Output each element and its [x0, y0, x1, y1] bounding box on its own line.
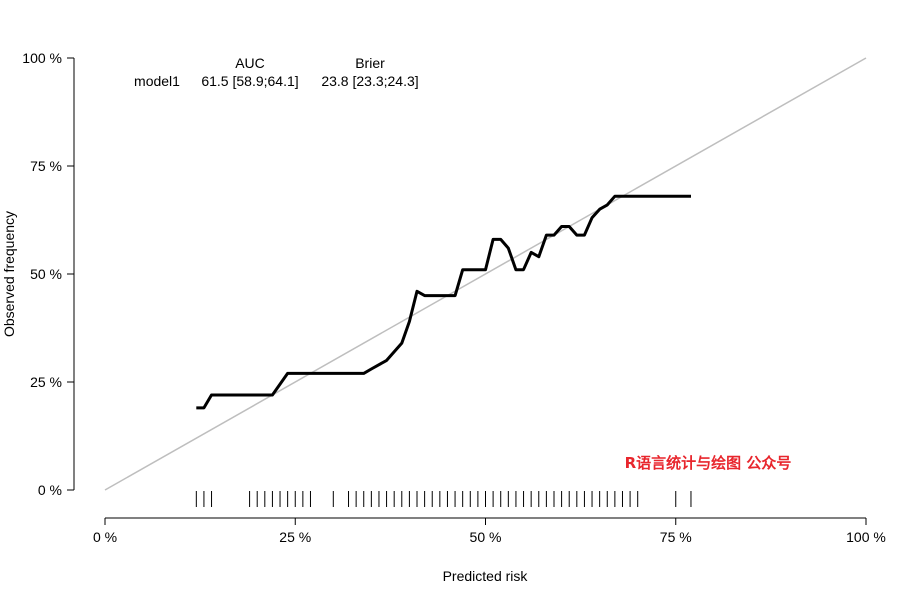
calibration-curve-model1	[196, 194, 691, 410]
y-tick-label: 100 %	[22, 50, 62, 66]
y-tick-label: 50 %	[30, 266, 62, 282]
reference-diagonal-line	[104, 57, 867, 491]
y-tick-label: 75 %	[30, 158, 62, 174]
axes: 0 % 25 % 50 % 75 % 100 % 0 % 25 % 50 % 75 % 100 …	[22, 50, 886, 545]
legend-auc-value: 61.5 [58.9;64.1]	[201, 73, 298, 89]
series-layer	[196, 194, 691, 410]
legend-table: AUC Brier model1 61.5 [58.9;64.1] 23.8 […	[134, 55, 419, 89]
legend-header-brier: Brier	[355, 55, 385, 71]
x-tick-label: 75 %	[660, 529, 692, 545]
x-tick-label: 25 %	[279, 529, 311, 545]
rug-marks	[195, 491, 692, 507]
y-tick-label: 25 %	[30, 374, 62, 390]
x-tick-label: 50 %	[470, 529, 502, 545]
x-tick-label: 100 %	[846, 529, 886, 545]
legend-brier-value: 23.8 [23.3;24.3]	[321, 73, 418, 89]
legend-model-name: model1	[134, 73, 180, 89]
x-ticks: 0 % 25 % 50 % 75 % 100 %	[93, 518, 886, 545]
y-axis-label: Observed frequency	[1, 211, 17, 337]
watermark-text: R语言统计与绘图 公众号	[625, 454, 792, 472]
x-axis-label: Predicted risk	[443, 568, 529, 584]
y-tick-label: 0 %	[38, 482, 62, 498]
x-tick-label: 0 %	[93, 529, 117, 545]
legend-header-auc: AUC	[235, 55, 265, 71]
y-ticks: 0 % 25 % 50 % 75 % 100 %	[22, 50, 74, 498]
